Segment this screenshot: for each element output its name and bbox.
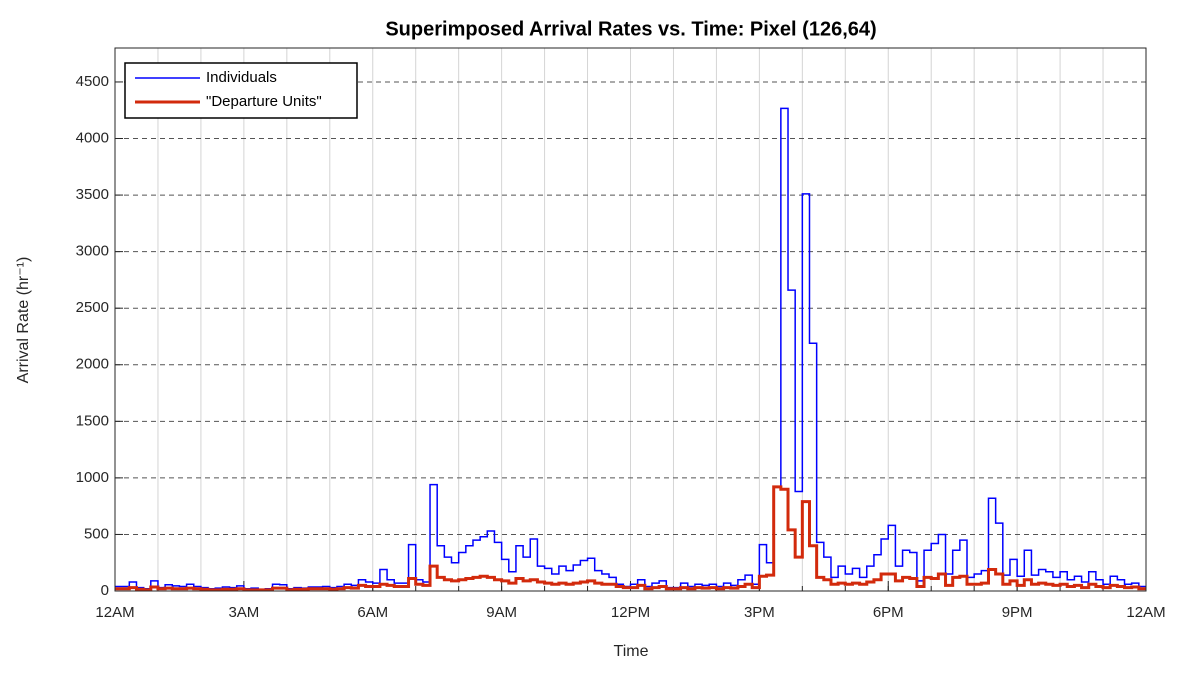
y-tick-label: 500: [84, 525, 109, 542]
x-tick-label: 12PM: [611, 604, 650, 621]
y-axis-label: Arrival Rate (hr⁻¹): [15, 257, 32, 384]
y-tick-label: 2500: [76, 299, 109, 316]
axes-box: [114, 47, 1147, 592]
y-tick-label: 3500: [76, 186, 109, 203]
y-tick-label: 0: [101, 582, 109, 599]
x-axis-label: Time: [614, 643, 649, 660]
y-tick-label: 2000: [76, 356, 109, 373]
x-tick-label: 3AM: [228, 604, 259, 621]
chart-title: Superimposed Arrival Rates vs. Time: Pix…: [385, 18, 876, 40]
x-tick-label: 6PM: [873, 604, 904, 621]
legend-box: [124, 62, 358, 119]
x-tick-label: 9PM: [1002, 604, 1033, 621]
y-tick-label: 1000: [76, 469, 109, 486]
x-tick-label: 6AM: [357, 604, 388, 621]
y-tick-label: 3000: [76, 243, 109, 260]
x-tick-label: 12AM: [95, 604, 134, 621]
x-tick-label: 12AM: [1126, 604, 1165, 621]
series-line: [115, 485, 1146, 592]
x-tick-label: 9AM: [486, 604, 517, 621]
x-tick-label: 3PM: [744, 604, 775, 621]
legend-label: "Departure Units": [206, 93, 322, 110]
legend-label: Individuals: [206, 69, 277, 86]
y-tick-label: 1500: [76, 412, 109, 429]
y-tick-label: 4000: [76, 129, 109, 146]
y-tick-label: 4500: [76, 73, 109, 90]
